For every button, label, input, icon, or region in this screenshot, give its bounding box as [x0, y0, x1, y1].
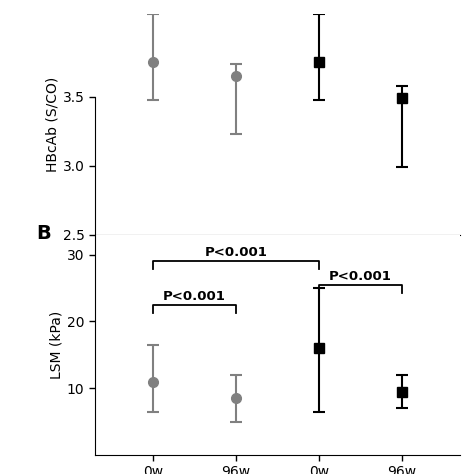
Y-axis label: HBcAb (S/CO): HBcAb (S/CO): [46, 77, 60, 172]
Text: P<0.001: P<0.001: [329, 270, 392, 283]
Text: P<0.001: P<0.001: [163, 290, 226, 303]
Y-axis label: LSM (kPa): LSM (kPa): [50, 311, 64, 379]
Text: HBeAg
seroconversion: HBeAg seroconversion: [301, 272, 420, 302]
Text: P<0.001: P<0.001: [204, 246, 267, 259]
Text: non-HBeAg
seroconversion: non-HBeAg seroconversion: [135, 272, 254, 302]
Text: B: B: [36, 224, 51, 243]
